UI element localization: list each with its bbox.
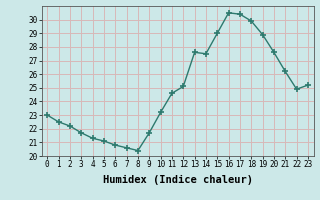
X-axis label: Humidex (Indice chaleur): Humidex (Indice chaleur) (103, 175, 252, 185)
